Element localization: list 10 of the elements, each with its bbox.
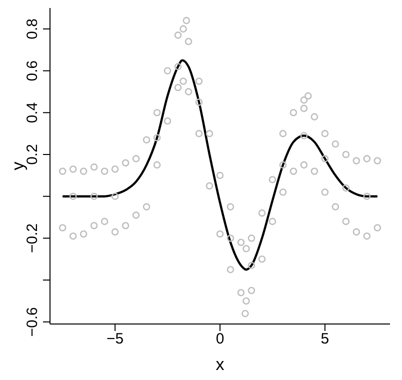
y-tick-label: 0.8 [24,18,41,40]
x-axis-title: x [216,355,225,374]
y-tick-label: 0.4 [24,102,41,124]
y-tick-label: −0.6 [24,307,41,337]
line-series [61,59,379,271]
x-tick-label: 0 [216,330,224,348]
y-tick-label: −0.2 [24,223,41,254]
x-tick-label: 5 [320,330,330,348]
y-tick-label: 0.6 [24,60,41,82]
x-tick-label: −5 [106,330,124,348]
